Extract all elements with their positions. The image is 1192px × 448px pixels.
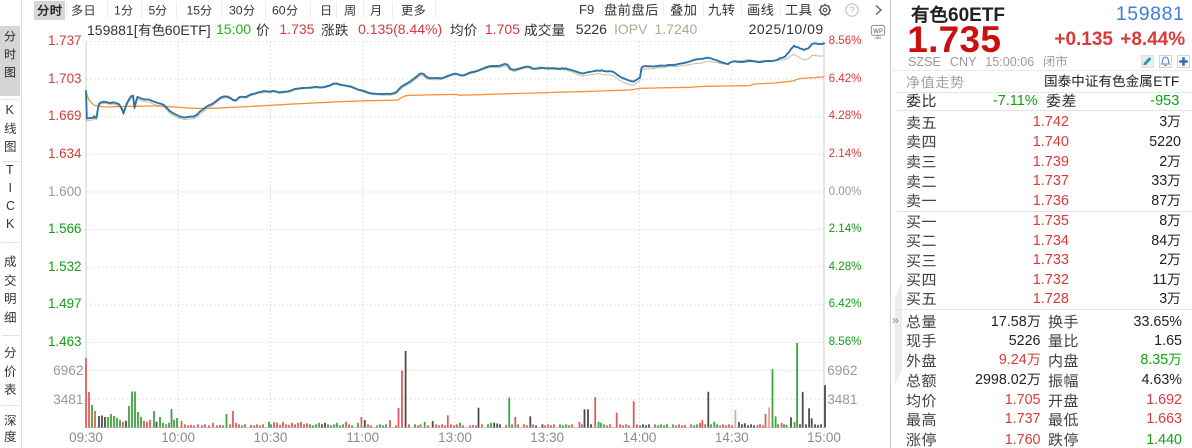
svg-text:»: » (892, 313, 899, 327)
svg-text:WP: WP (873, 28, 883, 35)
svg-text:?: ? (849, 5, 854, 15)
